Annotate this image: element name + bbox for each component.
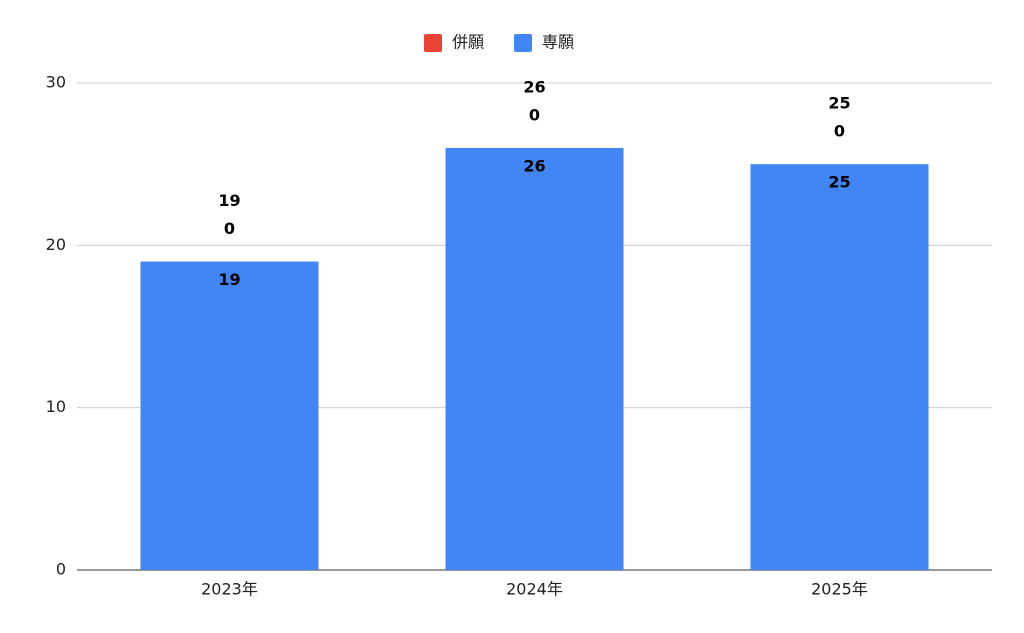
total-label: 26 (523, 77, 545, 96)
total-label: 19 (218, 191, 240, 210)
y-tick-label: 20 (46, 235, 66, 254)
legend-swatch (514, 34, 533, 52)
value-label: 0 (224, 219, 235, 238)
value-label: 0 (529, 105, 540, 124)
total-label: 25 (828, 94, 850, 113)
y-tick-label: 0 (56, 560, 66, 579)
bar-segment (445, 147, 624, 570)
y-tick-label: 30 (46, 73, 66, 92)
value-label: 0 (834, 122, 845, 141)
x-tick-label: 2025年 (811, 580, 868, 599)
legend-swatch (424, 34, 442, 52)
value-label: 26 (523, 156, 545, 175)
bar-segment (750, 164, 929, 570)
x-tick-label: 2023年 (201, 580, 258, 599)
legend-label: 専願 (542, 33, 574, 52)
legend-label: 併願 (452, 33, 484, 52)
bar-segment (140, 261, 319, 570)
x-tick-label: 2024年 (506, 580, 563, 599)
value-label: 25 (828, 173, 850, 192)
value-label: 19 (218, 270, 240, 289)
y-tick-label: 10 (46, 397, 66, 416)
